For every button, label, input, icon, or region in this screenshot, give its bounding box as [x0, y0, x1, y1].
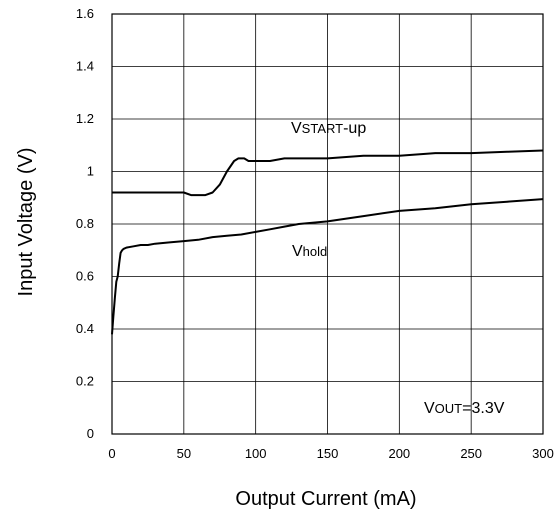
- x-axis-title: Output Current (mA): [235, 488, 416, 510]
- y-tick-label: 0.2: [76, 374, 94, 389]
- series-line-vhold: [111, 198, 544, 335]
- y-tick-label: 0.8: [76, 216, 94, 231]
- series-label-vhold-main: V: [292, 243, 303, 260]
- condition-annotation-sub: OUT: [435, 401, 463, 416]
- x-tick-label: 250: [460, 446, 482, 461]
- y-tick-label: 0.4: [76, 321, 94, 336]
- x-tick-label: 150: [317, 446, 339, 461]
- y-tick-label: 1.4: [76, 59, 94, 74]
- series-lines: [111, 149, 544, 335]
- series-label-vstartup-rest: -up: [343, 120, 366, 137]
- series-line-vstartup: [112, 149, 544, 197]
- series-label-vhold-sub: hold: [303, 244, 328, 259]
- series-label-vstartup: VSTART-up: [291, 120, 366, 137]
- y-tick-label: 1.2: [76, 111, 94, 126]
- y-tick-label: 1.6: [76, 6, 94, 21]
- tick-labels: 0 50 100 150 200 250 300 0 0.2 0.4 0.6 0.8 1 1.2 1.4 1.…: [76, 6, 554, 461]
- y-tick-label: 1: [87, 164, 94, 179]
- condition-annotation-main: V: [424, 400, 435, 417]
- y-tick-label: 0: [87, 426, 94, 441]
- x-tick-label: 50: [177, 446, 191, 461]
- condition-annotation: VOUT=3.3V: [424, 400, 505, 417]
- y-axis-title: Input Voltage (V): [15, 148, 37, 297]
- series-label-vstartup-main: V: [291, 120, 302, 137]
- x-tick-label: 0: [108, 446, 115, 461]
- series-label-vstartup-sub: START: [302, 121, 343, 136]
- x-tick-label: 200: [388, 446, 410, 461]
- x-tick-label: 300: [532, 446, 554, 461]
- y-tick-label: 0.6: [76, 269, 94, 284]
- grid: [112, 14, 543, 434]
- condition-annotation-rest: =3.3V: [462, 400, 505, 417]
- x-tick-label: 100: [245, 446, 267, 461]
- series-label-vhold: Vhold: [292, 243, 327, 260]
- plot-frame: [111, 13, 544, 435]
